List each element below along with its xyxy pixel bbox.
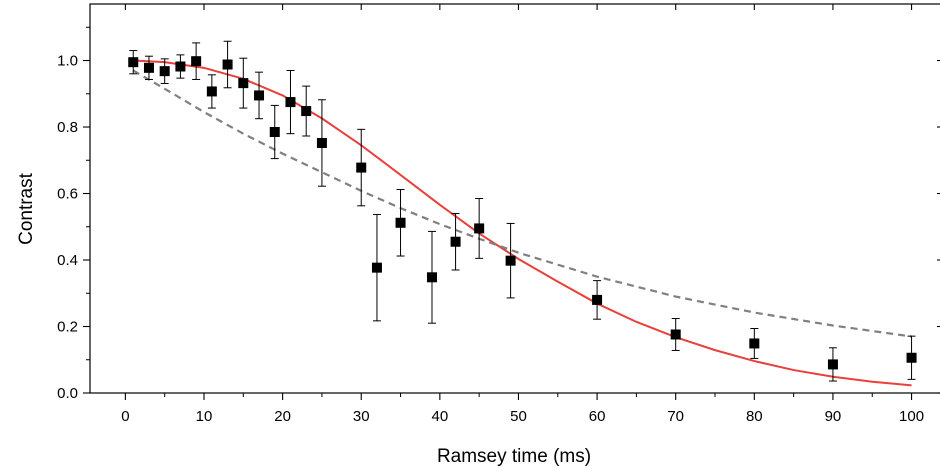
data-point xyxy=(474,198,485,259)
data-point xyxy=(254,71,265,120)
x-tick-label: 70 xyxy=(667,408,684,425)
data-point xyxy=(749,327,760,359)
y-tick-label: 0.0 xyxy=(57,385,78,402)
point-marker xyxy=(395,217,406,228)
data-point xyxy=(316,99,327,187)
point-marker xyxy=(356,162,367,173)
data-point xyxy=(191,42,202,80)
point-marker xyxy=(159,66,170,77)
point-marker xyxy=(505,255,516,266)
series-layer xyxy=(128,40,917,387)
point-marker xyxy=(592,294,603,305)
x-tick-label: 10 xyxy=(196,408,213,425)
point-marker xyxy=(827,359,838,370)
x-tick-label: 90 xyxy=(825,408,842,425)
point-marker xyxy=(238,78,249,89)
x-tick-label: 100 xyxy=(899,408,924,425)
x-tick-label: 60 xyxy=(589,408,606,425)
point-marker xyxy=(474,223,485,234)
point-marker xyxy=(426,272,437,283)
y-tick-label: 0.8 xyxy=(57,119,78,136)
data-point xyxy=(371,213,382,322)
data-point xyxy=(143,55,154,80)
data-point xyxy=(238,57,249,109)
plot-frame xyxy=(89,3,940,394)
point-marker xyxy=(222,59,233,70)
axes: 0 10 20 30 40 50 60 70 80 90 100 0.0 0.2 0.4 0.6 0.8 1.0 xyxy=(57,4,940,425)
data-point xyxy=(505,222,516,299)
data-point xyxy=(175,54,186,79)
x-tick-label: 30 xyxy=(353,408,370,425)
y-tick-label: 1.0 xyxy=(57,53,78,70)
y-axis-title: Contrast xyxy=(16,172,37,245)
point-marker xyxy=(143,62,154,73)
data-point xyxy=(222,40,233,89)
data-point xyxy=(426,230,437,324)
point-marker xyxy=(175,61,186,72)
x-tick-label: 80 xyxy=(746,408,763,425)
x-axis-title: Ramsey time (ms) xyxy=(437,446,591,467)
data-point xyxy=(159,58,170,84)
data-point xyxy=(906,335,917,380)
data-point xyxy=(285,69,296,135)
x-tick-label: 50 xyxy=(510,408,527,425)
point-marker xyxy=(906,352,917,363)
data-point xyxy=(128,50,139,75)
data-point xyxy=(395,189,406,257)
y-tick-label: 0.4 xyxy=(57,252,78,269)
data-point xyxy=(592,280,603,320)
y-tick-label: 0.2 xyxy=(57,319,78,336)
point-marker xyxy=(316,137,327,148)
x-tick-label: 20 xyxy=(274,408,291,425)
point-marker xyxy=(191,56,202,67)
x-tick-label: 40 xyxy=(432,408,449,425)
point-marker xyxy=(128,57,139,68)
point-marker xyxy=(206,86,217,97)
data-point xyxy=(269,104,280,160)
x-tick-label: 0 xyxy=(121,408,129,425)
data-point xyxy=(301,85,312,137)
point-marker xyxy=(450,236,461,247)
point-marker xyxy=(269,127,280,138)
point-marker xyxy=(301,106,312,117)
data-point xyxy=(670,318,681,351)
point-marker xyxy=(371,262,382,273)
data-point xyxy=(450,212,461,271)
point-marker xyxy=(254,90,265,101)
dashed-fit-line xyxy=(132,69,912,338)
data-point xyxy=(206,74,217,109)
data-point xyxy=(356,128,367,207)
data-point xyxy=(827,347,838,382)
point-marker xyxy=(670,329,681,340)
solid-fit-line xyxy=(133,59,912,387)
y-tick-label: 0.6 xyxy=(57,186,78,203)
point-marker xyxy=(749,338,760,349)
plot-area xyxy=(89,3,940,394)
point-marker xyxy=(285,97,296,108)
